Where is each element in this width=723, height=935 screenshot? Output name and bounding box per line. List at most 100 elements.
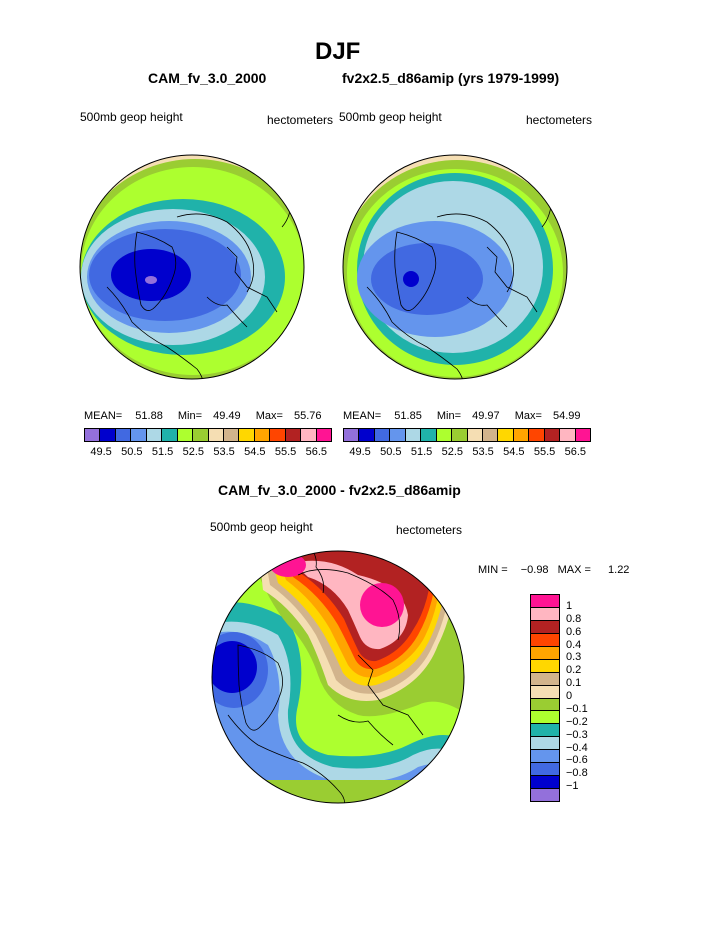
left-contour-5550 — [80, 155, 152, 167]
left-coastlines — [106, 166, 293, 379]
right-max-value: 54.99 — [552, 410, 581, 422]
colorbar-swatch — [344, 429, 360, 441]
colorbar-tick-label: −0.2 — [566, 715, 588, 728]
diff-contour-1 — [293, 560, 408, 650]
diff-contour-03-southwest — [212, 790, 268, 803]
colorbar-swatch — [301, 429, 317, 441]
colorbar-tick-label: 56.5 — [305, 446, 328, 458]
diff-contour-12-east — [360, 583, 404, 627]
colorbar-swatch — [223, 429, 240, 441]
diff-units-label: hectometers — [396, 523, 463, 537]
left-stats: MEAN= 51.88 Min= 49.49 Max= 55.76 — [84, 410, 322, 422]
colorbar-swatch — [531, 763, 559, 777]
colorbar-tick-label: 56.5 — [564, 446, 587, 458]
colorbar-swatch — [531, 595, 559, 608]
diff-stats: MIN = −0.98 MAX = 1.22 — [478, 564, 629, 576]
colorbar-swatch — [544, 429, 561, 441]
colorbar-swatch — [467, 429, 483, 441]
diff-max-label: MAX = — [557, 564, 591, 576]
right-min-value: 49.97 — [472, 410, 500, 422]
left-max-label: Max= — [255, 410, 283, 422]
diff-min-label: MIN = — [478, 564, 508, 576]
left-mean-label: MEAN= — [84, 410, 123, 422]
colorbar-swatch — [85, 429, 101, 441]
left-colorbar — [84, 428, 332, 442]
colorbar-swatch — [531, 776, 559, 790]
main-title: DJF — [315, 38, 361, 65]
diff-coastlines — [227, 551, 424, 803]
right-contour-5550 — [343, 155, 395, 177]
colorbar-swatch — [162, 429, 178, 441]
colorbar-swatch — [575, 429, 590, 441]
colorbar-tick-label: −0.4 — [566, 741, 588, 754]
colorbar-tick-label: 50.5 — [380, 446, 402, 458]
colorbar-swatch — [316, 429, 331, 441]
right-field-label: 500mb geop height — [339, 110, 442, 124]
right-map-border — [342, 154, 568, 380]
colorbar-tick-label: −0.3 — [566, 728, 588, 741]
right-max-label: Max= — [514, 410, 542, 422]
diff-min-value: −0.98 — [520, 564, 549, 576]
diff-contour-neg1 — [212, 641, 257, 693]
right-colorbar — [343, 428, 591, 442]
diff-polar-map — [211, 550, 465, 804]
right-mean-value: 51.85 — [394, 410, 422, 422]
colorbar-swatch — [531, 633, 559, 647]
colorbar-swatch — [115, 429, 132, 441]
left-mean-value: 51.88 — [135, 410, 163, 422]
colorbar-swatch — [498, 429, 514, 441]
colorbar-swatch — [531, 724, 559, 738]
colorbar-tick-label: 49.5 — [349, 446, 371, 458]
colorbar-tick-label: 0.1 — [566, 677, 582, 690]
left-map-border — [79, 154, 305, 380]
colorbar-tick-label: 51.5 — [410, 446, 433, 458]
right-polar-map — [342, 154, 568, 380]
colorbar-swatch — [421, 429, 437, 441]
colorbar-tick-label: −1 — [566, 780, 579, 793]
colorbar-tick-label: 0.3 — [566, 651, 582, 664]
left-contour-4990 — [111, 249, 191, 301]
diff-panel-title: CAM_fv_3.0_2000 - fv2x2.5_d86amip — [218, 482, 461, 498]
colorbar-swatch — [531, 672, 559, 686]
left-contour-5600 — [117, 155, 147, 157]
colorbar-tick-label: 0.8 — [566, 612, 582, 625]
colorbar-swatch — [531, 698, 559, 712]
colorbar-swatch — [531, 750, 559, 764]
left-min-value: 49.49 — [213, 410, 241, 422]
colorbar-swatch — [531, 620, 559, 634]
diff-colorbar — [530, 594, 560, 802]
right-stats: MEAN= 51.85 Min= 49.97 Max= 54.99 — [343, 410, 581, 422]
colorbar-swatch — [405, 429, 422, 441]
left-field-label: 500mb geop height — [80, 110, 183, 124]
colorbar-tick-label: 55.5 — [274, 446, 297, 458]
right-contour-5600 — [370, 155, 395, 167]
colorbar-tick-label: 51.5 — [151, 446, 174, 458]
colorbar-swatch — [131, 429, 147, 441]
colorbar-swatch — [239, 429, 255, 441]
diff-max-value: 1.22 — [608, 564, 630, 576]
left-units-label: hectometers — [267, 113, 334, 127]
colorbar-swatch — [560, 429, 576, 441]
colorbar-swatch — [177, 429, 194, 441]
colorbar-swatch — [208, 429, 224, 441]
colorbar-tick-label: 52.5 — [182, 446, 205, 458]
colorbar-swatch — [482, 429, 499, 441]
right-panel-title: fv2x2.5_d86amip (yrs 1979-1999) — [342, 70, 560, 86]
colorbar-tick-label: 0.4 — [566, 638, 582, 651]
colorbar-swatch — [100, 429, 116, 441]
colorbar-swatch — [193, 429, 209, 441]
diff-contour-neg01-south — [212, 780, 464, 803]
colorbar-tick-label: 55.5 — [533, 446, 556, 458]
colorbar-swatch — [531, 659, 559, 673]
colorbar-swatch — [452, 429, 468, 441]
colorbar-tick-label: 54.5 — [244, 446, 266, 458]
colorbar-tick-label: 0.2 — [566, 664, 582, 677]
left-contour-4950 — [145, 276, 157, 284]
diff-field-label: 500mb geop height — [210, 520, 313, 534]
colorbar-swatch — [531, 607, 559, 621]
colorbar-swatch — [359, 429, 375, 441]
colorbar-swatch — [529, 429, 545, 441]
colorbar-tick-label: 54.5 — [503, 446, 525, 458]
right-contour-5000 — [403, 271, 419, 287]
colorbar-tick-label: −0.8 — [566, 767, 588, 780]
